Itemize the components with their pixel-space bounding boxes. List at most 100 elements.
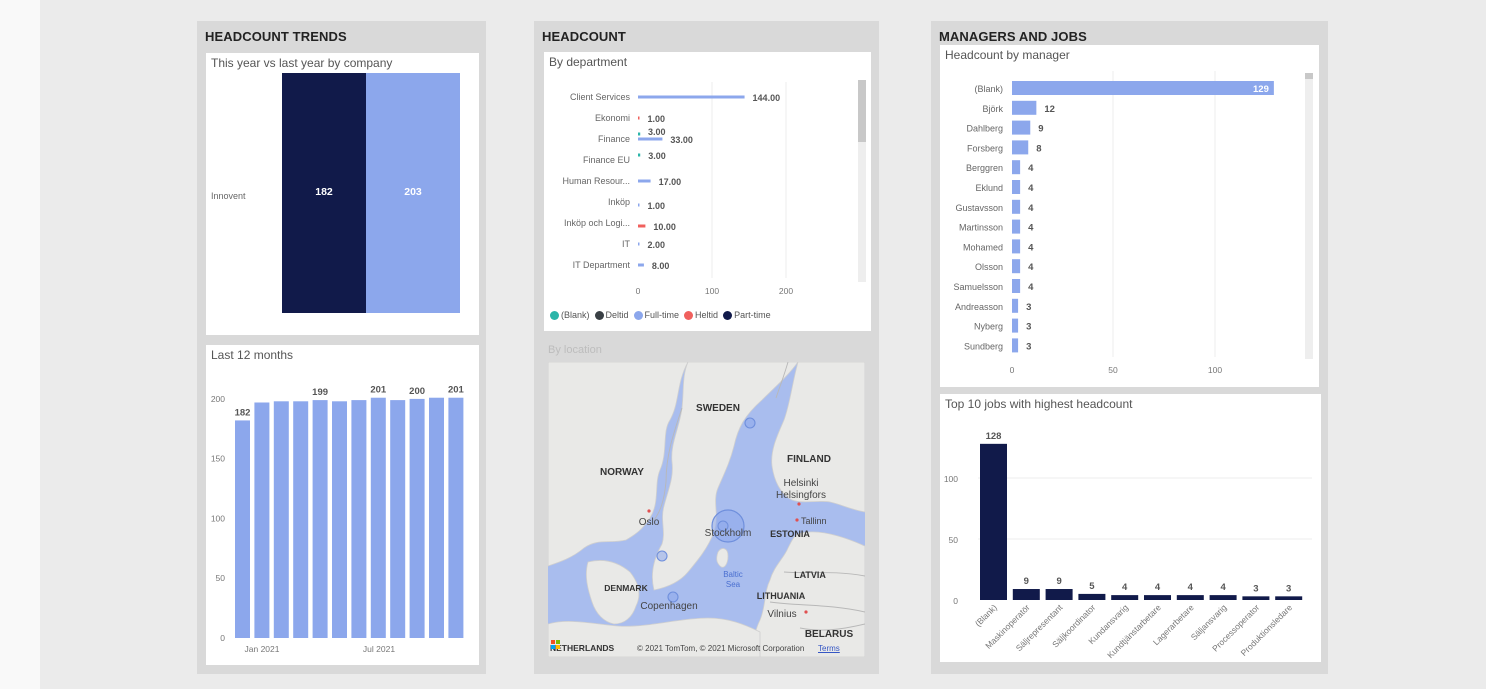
land-finland	[771, 362, 865, 513]
y-tick: 0	[953, 596, 958, 606]
panel-title: HEADCOUNT TRENDS	[205, 29, 347, 44]
job-bar[interactable]	[1275, 596, 1303, 600]
dept-bar[interactable]	[638, 137, 663, 141]
month-bar[interactable]	[370, 397, 386, 638]
city-dot-tallinn	[795, 518, 799, 522]
manager-value-label: 12	[1044, 104, 1055, 115]
city-label: Stockholm	[705, 528, 752, 539]
month-value-label: 182	[235, 407, 251, 418]
job-value-label: 4	[1122, 582, 1128, 593]
dept-bar[interactable]	[638, 116, 640, 120]
manager-label: Sundberg	[964, 341, 1003, 351]
location-map[interactable]: SWEDEN NORWAY FINLAND ESTONIA LATVIA DEN…	[548, 362, 865, 657]
dept-bar[interactable]	[638, 132, 641, 136]
manager-bar[interactable]	[1012, 219, 1021, 234]
manager-bar[interactable]	[1012, 81, 1274, 95]
month-bar[interactable]	[409, 398, 425, 638]
month-bar[interactable]	[429, 397, 444, 638]
manager-bar[interactable]	[1012, 140, 1029, 155]
month-bar[interactable]	[390, 400, 406, 638]
month-bar[interactable]	[254, 402, 270, 638]
dept-bar[interactable]	[638, 95, 745, 99]
manager-label: Samuelsson	[953, 282, 1003, 292]
months-chart: 0 50 100 150 200 182 199 201 200 201 Jan 2021 Ju…	[211, 385, 465, 654]
location-marker-south[interactable]	[667, 591, 679, 603]
manager-bar[interactable]	[1012, 180, 1021, 194]
job-bar[interactable]	[1209, 595, 1237, 600]
card-yoy[interactable]: This year vs last year by company Innove…	[206, 53, 479, 335]
manager-label: Forsberg	[967, 143, 1003, 153]
manager-label: Nyberg	[974, 322, 1003, 332]
manager-bar[interactable]	[1012, 318, 1019, 333]
manager-bar[interactable]	[1012, 120, 1031, 135]
border-norway-sweden	[653, 407, 683, 521]
manager-label: Berggren	[966, 163, 1003, 173]
country-label: SWEDEN	[696, 403, 740, 414]
manager-scroll-thumb[interactable]	[1305, 73, 1313, 79]
month-bar[interactable]	[332, 401, 347, 638]
job-bar[interactable]	[1045, 589, 1073, 600]
dept-scrollbar[interactable]	[858, 80, 866, 282]
dept-bar[interactable]	[638, 203, 640, 207]
manager-value-label: 4	[1028, 242, 1034, 253]
dept-bar[interactable]	[638, 179, 651, 183]
manager-bar[interactable]	[1012, 100, 1037, 115]
map-terms-link[interactable]: Terms	[818, 644, 840, 653]
job-bar[interactable]	[1012, 589, 1040, 600]
dept-category-label: Inköp	[608, 197, 630, 207]
card-by-department[interactable]: By department Client Services Ekonomi Fina…	[544, 52, 871, 331]
job-bar[interactable]	[1111, 595, 1139, 600]
card-top-jobs[interactable]: Top 10 jobs with highest headcount 100 5…	[940, 394, 1321, 662]
job-bar[interactable]	[1176, 595, 1204, 600]
city-label: Oslo	[639, 517, 660, 528]
city-label: Copenhagen	[640, 601, 697, 612]
manager-bar[interactable]	[1012, 279, 1021, 293]
legend-item-part-time[interactable]: Part-time	[723, 310, 771, 320]
month-bar[interactable]	[351, 400, 367, 638]
manager-bar[interactable]	[1012, 239, 1021, 254]
city-dot-helsinki	[797, 502, 801, 506]
legend-item-full-time[interactable]: Full-time	[633, 310, 679, 320]
dept-bar[interactable]	[638, 263, 644, 267]
value-last-year: 182	[315, 186, 333, 198]
card-last-12-months[interactable]: Last 12 months 0 50 100 150 200 182 199 201 200…	[206, 345, 479, 665]
manager-bar[interactable]	[1012, 259, 1021, 274]
month-bar[interactable]	[293, 401, 309, 638]
location-marker-west[interactable]	[656, 550, 668, 562]
job-bar[interactable]	[1242, 596, 1270, 600]
value-this-year: 203	[404, 186, 422, 198]
dept-scroll-thumb[interactable]	[858, 80, 866, 142]
dept-bar[interactable]	[638, 242, 640, 246]
manager-bar[interactable]	[1012, 338, 1019, 353]
manager-bar[interactable]	[1012, 160, 1021, 175]
month-bar[interactable]	[273, 401, 289, 638]
month-bar[interactable]	[448, 397, 464, 638]
manager-bar[interactable]	[1012, 199, 1021, 214]
job-bar[interactable]	[1078, 593, 1106, 600]
month-bar[interactable]	[235, 420, 250, 638]
manager-bar[interactable]	[1012, 298, 1019, 313]
legend-item-heltid[interactable]: Heltid	[684, 310, 718, 320]
city-dot-vilnius	[804, 610, 808, 614]
country-label: FINLAND	[787, 454, 831, 465]
jobs-chart: 100 50 0 128(Blank)9Maskinoperatör9Säljr…	[944, 431, 1312, 660]
legend-item-blank[interactable]: (Blank)	[550, 310, 590, 320]
dept-bar[interactable]	[638, 224, 646, 228]
dept-value-label: 1.00	[648, 114, 666, 124]
card-headcount-by-manager[interactable]: Headcount by manager (Blank) 129 Björk 12 Da…	[940, 45, 1319, 387]
location-marker-north[interactable]	[744, 417, 756, 429]
month-bar[interactable]	[312, 400, 328, 638]
manager-value-label: 4	[1028, 183, 1034, 194]
manager-scrollbar[interactable]	[1305, 73, 1313, 359]
bar-this-year[interactable]	[366, 73, 460, 313]
dept-category-label: Finance	[598, 134, 630, 144]
job-bar[interactable]	[980, 443, 1007, 600]
legend-label: (Blank)	[561, 310, 590, 320]
dept-bar[interactable]	[638, 153, 641, 157]
job-value-label: 9	[1024, 576, 1029, 587]
city-label: Helsinki	[783, 478, 818, 489]
bar-last-year[interactable]	[282, 73, 366, 313]
legend-item-deltid[interactable]: Deltid	[594, 310, 629, 320]
x-label-jul: Jul 2021	[363, 644, 395, 654]
job-bar[interactable]	[1144, 595, 1171, 600]
